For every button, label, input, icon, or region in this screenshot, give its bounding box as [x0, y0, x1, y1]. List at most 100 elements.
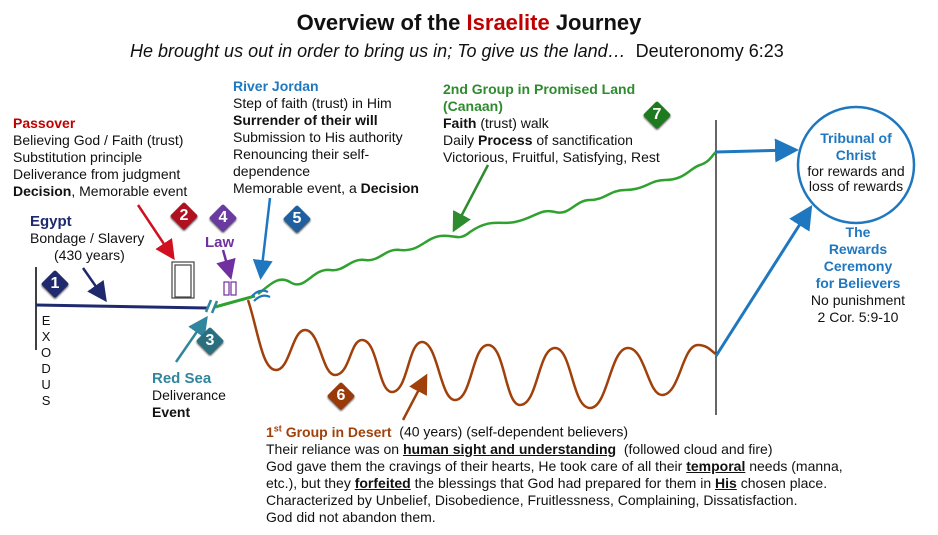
desert-l3e: chosen place.	[736, 474, 828, 491]
desert-title-after: (40 years) (self-dependent believers)	[391, 423, 629, 440]
passover-line: Decision, Memorable event	[13, 183, 187, 200]
promised-land-path	[257, 151, 717, 295]
desert-line: God did not abandon them.	[266, 508, 436, 525]
desert-line: Characterized by Unbelief, Disobedience,…	[266, 491, 798, 508]
desert-line: etc.), but they forfeited the blessings …	[266, 475, 843, 492]
jordan-block: River Jordan Step of faith (trust) in Hi…	[233, 78, 419, 197]
page-title: Overview of the Israelite Journey	[0, 9, 938, 37]
passover-title: Passover	[13, 115, 76, 131]
egypt-block: Egypt Bondage / Slavery (430 years)	[30, 213, 144, 264]
marker-2: 2	[169, 201, 199, 231]
egypt-line	[35, 303, 208, 310]
jordan-title: River Jordan	[233, 78, 319, 94]
redsea-line1: Deliverance	[152, 387, 226, 403]
jordan-line6-decision: Decision	[360, 180, 419, 196]
tribunal-arrow-bottom	[714, 204, 813, 357]
ceremony-title: for Believers	[815, 275, 901, 291]
egypt-arrow	[81, 267, 107, 303]
subtitle-reference: Deuteronomy 6:23	[635, 41, 784, 61]
desert-block: 1st Group in Desert (40 years) (self-dep…	[266, 420, 843, 526]
tribunal-title: Tribunal of	[820, 130, 892, 146]
desert-title: Group in Desert	[281, 423, 392, 440]
tribunal-line: for rewards and	[807, 163, 905, 179]
egypt-title: Egypt	[30, 213, 72, 230]
desert-arrow	[401, 373, 428, 421]
marker-number: 5	[292, 210, 302, 227]
exodus-letter: X	[41, 329, 51, 344]
desert-l3b: forfeited	[354, 474, 411, 491]
tribunal-arrow-top	[715, 138, 799, 163]
desert-l3a: etc.), but they	[266, 474, 355, 491]
tribunal-circle	[796, 105, 916, 225]
marker-number: 7	[652, 106, 662, 123]
passover-block: Passover Believing God / Faith (trust) S…	[13, 115, 187, 200]
jordan-line: Surrender of their will	[233, 112, 378, 128]
desert-l2b: temporal	[686, 457, 746, 474]
wilderness-path	[214, 294, 256, 309]
desert-sup: st	[273, 423, 282, 433]
marker-number: 2	[179, 207, 189, 224]
law-tablets-icon	[223, 281, 237, 296]
jordan-line: Renouncing their self-	[233, 146, 370, 162]
egypt-line2: (430 years)	[54, 247, 125, 263]
jordan-line: Submission to His authority	[233, 129, 403, 145]
marker-3: 3	[195, 326, 225, 356]
passover-decision-rest: , Memorable event	[71, 183, 188, 199]
ceremony-line: 2 Cor. 5:9-10	[817, 309, 899, 325]
promised-title2: (Canaan)	[443, 98, 503, 114]
subtitle-quote: He brought us out in order to bring us i…	[130, 41, 626, 61]
desert-l3c: the blessings that God had prepared for …	[410, 474, 716, 491]
promised-line: Daily Process of sanctification	[443, 132, 660, 149]
jordan-line: Memorable event, a Decision	[233, 180, 419, 197]
promised-l1-rest: (trust) walk	[476, 115, 549, 131]
marker-number: 6	[336, 387, 346, 404]
marker-4: 4	[208, 203, 238, 233]
exodus-letter: D	[41, 361, 51, 376]
law-title: Law	[205, 234, 235, 251]
exodus-letter: S	[41, 393, 51, 408]
passover-line: Deliverance from judgment	[13, 166, 181, 182]
tribunal-line: loss of rewards	[808, 178, 904, 194]
exodus-letter: O	[41, 345, 52, 360]
passover-door-icon	[171, 261, 195, 299]
promised-land-block: 2nd Group in Promised Land (Canaan) Fait…	[443, 81, 660, 166]
jordan-line: dependence	[233, 163, 311, 179]
marker-7: 7	[642, 100, 672, 130]
desert-l2c: needs (manna,	[745, 457, 843, 474]
jordan-line6-text: Memorable event, a	[233, 180, 361, 196]
marker-5: 5	[282, 204, 312, 234]
exodus-letter: U	[41, 377, 51, 392]
desert-l1a: Their reliance was on	[266, 440, 403, 457]
promised-process: Process	[478, 132, 533, 148]
tribunal-title2: Christ	[835, 147, 877, 163]
redsea-arrow	[174, 315, 208, 363]
title-text: Overview of the	[296, 10, 467, 35]
desert-line: Their reliance was on human sight and un…	[266, 441, 843, 458]
marker-6: 6	[326, 381, 356, 411]
jordan-arrow	[252, 197, 273, 280]
promised-l2c: of sanctification	[532, 132, 633, 148]
ceremony-title: The	[845, 224, 871, 240]
passover-arrow	[136, 204, 175, 261]
desert-l3d: His	[715, 474, 737, 491]
ceremony-line: No punishment	[810, 292, 906, 308]
desert-line: God gave them the cravings of their hear…	[266, 458, 843, 475]
redsea-block: Red Sea Deliverance Event	[152, 370, 226, 421]
passover-line: Believing God / Faith (trust)	[13, 132, 184, 148]
subtitle: He brought us out in order to bring us i…	[130, 40, 784, 62]
promised-title: 2nd Group in Promised Land	[443, 81, 636, 97]
desert-num: 1	[266, 423, 274, 440]
ceremony-title: Ceremony	[823, 258, 893, 274]
marker-1: 1	[40, 269, 70, 299]
passover-decision: Decision	[13, 183, 72, 199]
law-arrow	[216, 249, 236, 280]
redsea-line2: Event	[152, 404, 191, 420]
marker-number: 4	[218, 209, 228, 226]
tribunal-block: Tribunal of Christ for rewards and loss …	[798, 130, 914, 194]
desert-l1b: human sight and understanding	[402, 440, 617, 457]
passover-line: Substitution principle	[13, 149, 143, 165]
ceremony-title: Rewards	[828, 241, 888, 257]
